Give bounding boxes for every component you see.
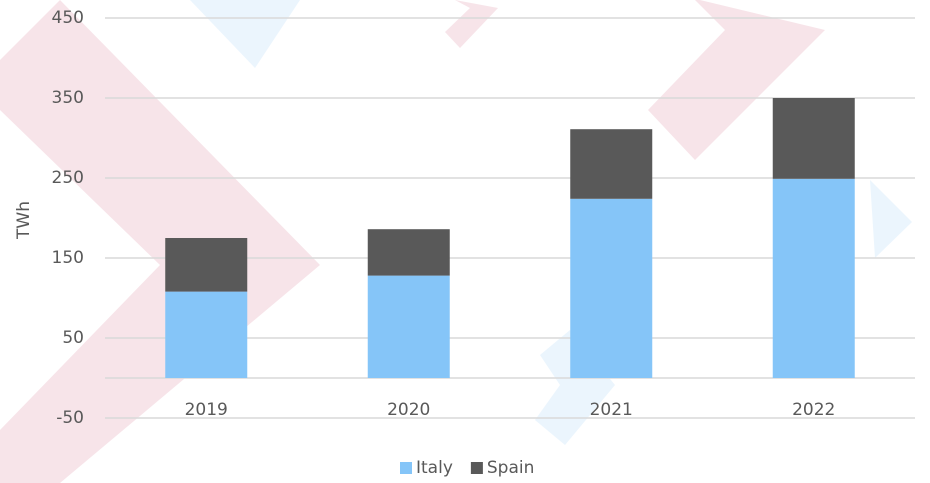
bar-segment	[367, 275, 450, 378]
y-tick-label: 150	[52, 248, 84, 268]
y-axis-label: TWh	[14, 201, 34, 240]
x-tick-label: 2020	[387, 400, 430, 420]
legend-label: Italy	[416, 458, 453, 478]
y-tick-label: 450	[52, 8, 84, 28]
y-tick-label: -50	[56, 408, 84, 428]
x-tick-label: 2022	[792, 400, 835, 420]
x-tick-label: 2021	[590, 400, 633, 420]
y-tick-label: 350	[52, 88, 84, 108]
bar-segment	[772, 178, 855, 378]
x-tick-label: 2019	[185, 400, 228, 420]
y-tick-label: 50	[62, 328, 84, 348]
bar-segment	[165, 291, 248, 378]
bar-segment	[772, 98, 855, 179]
bar-segment	[367, 229, 450, 276]
bar-segment	[570, 198, 653, 378]
legend-swatch	[470, 462, 483, 474]
legend-swatch	[400, 462, 412, 474]
legend-label: Spain	[487, 458, 535, 478]
bar-segment	[165, 238, 248, 292]
bar-segment	[570, 129, 653, 199]
y-tick-label: 250	[52, 168, 84, 188]
